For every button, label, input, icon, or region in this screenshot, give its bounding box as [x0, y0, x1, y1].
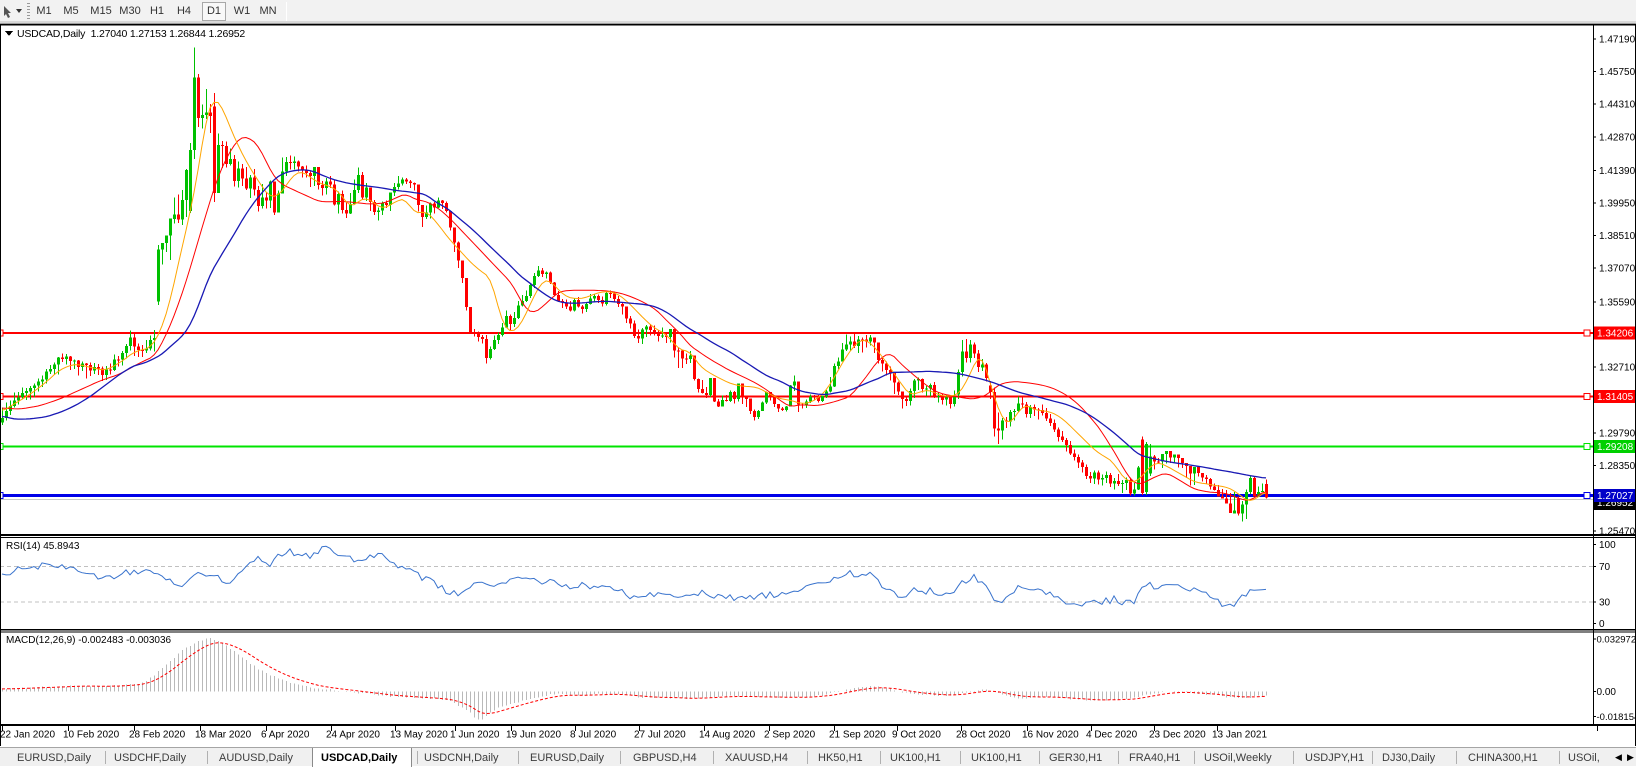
svg-text:14 Aug 2020: 14 Aug 2020: [699, 730, 756, 741]
svg-text:MACD(12,26,9) -0.002483 -0.003: MACD(12,26,9) -0.002483 -0.003036: [6, 635, 172, 646]
svg-text:4 Dec 2020: 4 Dec 2020: [1086, 730, 1138, 741]
svg-text:8 Jul 2020: 8 Jul 2020: [570, 730, 617, 741]
svg-text:1.31405: 1.31405: [1597, 392, 1634, 403]
svg-text:13 Jan 2021: 13 Jan 2021: [1212, 730, 1267, 741]
svg-text:1.29790: 1.29790: [1599, 429, 1636, 440]
svg-text:21 Sep 2020: 21 Sep 2020: [829, 730, 886, 741]
svg-text:24 Apr 2020: 24 Apr 2020: [326, 730, 380, 741]
svg-text:0.00: 0.00: [1597, 687, 1617, 698]
svg-text:18 Mar 2020: 18 Mar 2020: [195, 730, 252, 741]
svg-text:23 Dec 2020: 23 Dec 2020: [1149, 730, 1206, 741]
svg-text:1 Jun 2020: 1 Jun 2020: [450, 730, 500, 741]
svg-text:1.37070: 1.37070: [1599, 264, 1636, 275]
svg-text:28 Feb 2020: 28 Feb 2020: [129, 730, 186, 741]
svg-text:1.38510: 1.38510: [1599, 231, 1636, 242]
svg-text:100: 100: [1599, 540, 1616, 551]
svg-text:9 Oct 2020: 9 Oct 2020: [892, 730, 941, 741]
svg-text:27 Jul 2020: 27 Jul 2020: [634, 730, 686, 741]
svg-text:1.42870: 1.42870: [1599, 132, 1636, 143]
svg-text:10 Feb 2020: 10 Feb 2020: [63, 730, 120, 741]
svg-text:28 Oct 2020: 28 Oct 2020: [956, 730, 1011, 741]
svg-text:-0.018154: -0.018154: [1597, 712, 1636, 723]
svg-text:1.32710: 1.32710: [1599, 363, 1636, 374]
svg-text:USDCAD,Daily 1.27040 1.27153: USDCAD,Daily 1.27040 1.27153 1.26844 1.2…: [17, 28, 245, 40]
svg-text:RSI(14) 45.8943: RSI(14) 45.8943: [6, 541, 80, 552]
svg-text:1.27027: 1.27027: [1597, 491, 1634, 502]
svg-text:1.34206: 1.34206: [1597, 329, 1634, 340]
svg-text:22 Jan 2020: 22 Jan 2020: [0, 730, 55, 741]
svg-text:19 Jun 2020: 19 Jun 2020: [506, 730, 561, 741]
svg-text:30: 30: [1599, 598, 1611, 609]
svg-text:1.29208: 1.29208: [1597, 442, 1634, 453]
svg-text:1.45750: 1.45750: [1599, 67, 1636, 78]
svg-text:1.44310: 1.44310: [1599, 100, 1636, 111]
svg-text:16 Nov 2020: 16 Nov 2020: [1022, 730, 1079, 741]
svg-text:1.47190: 1.47190: [1599, 35, 1636, 46]
svg-text:6 Apr 2020: 6 Apr 2020: [261, 730, 310, 741]
svg-text:1.41390: 1.41390: [1599, 166, 1636, 177]
svg-text:1.39950: 1.39950: [1599, 199, 1636, 210]
svg-text:1.35590: 1.35590: [1599, 297, 1636, 308]
svg-text:2 Sep 2020: 2 Sep 2020: [764, 730, 816, 741]
svg-text:13 May 2020: 13 May 2020: [390, 730, 448, 741]
svg-text:0.032972: 0.032972: [1597, 635, 1636, 646]
svg-text:1.28350: 1.28350: [1599, 461, 1636, 472]
svg-text:0: 0: [1599, 619, 1605, 630]
svg-text:1.25470: 1.25470: [1599, 527, 1636, 538]
svg-text:70: 70: [1599, 562, 1611, 573]
